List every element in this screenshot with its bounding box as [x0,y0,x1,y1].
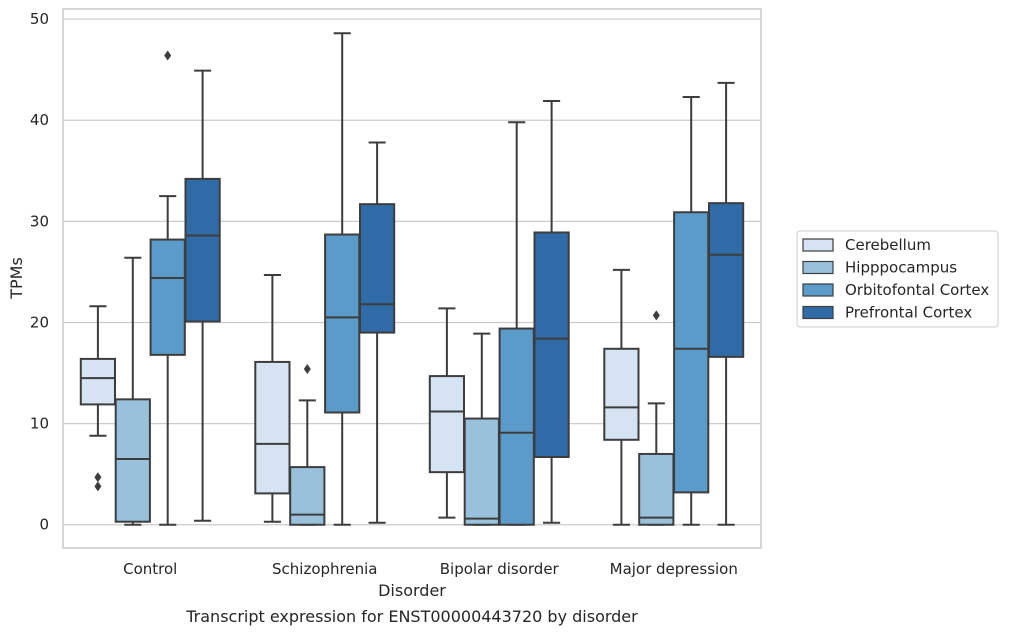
box-1-3 [638,310,675,526]
outlier-point-0 [303,364,311,375]
plot-frame [62,8,762,549]
box-3-3 [707,81,745,526]
box-1-2 [463,332,500,526]
box-iqr [254,360,291,495]
outlier-point-0 [164,50,172,61]
box-0-0 [79,305,117,492]
legend-label-0: Cerebellum [845,236,931,254]
box-iqr [324,233,361,414]
y-tick-label-20: 20 [30,313,49,331]
box-3-0 [184,69,221,522]
box-iqr [289,466,326,526]
box-3-2 [533,100,570,524]
box-iqr [79,357,117,406]
legend-frame [796,230,999,328]
box-iqr [707,202,745,358]
x-tick-label-2: Bipolar disorder [440,560,560,578]
box-iqr [533,231,570,458]
box-2-1 [324,32,361,526]
x-tick-label-3: Major depression [610,560,738,578]
box-0-2 [428,307,466,519]
box-2-0 [149,50,186,526]
legend-swatch-1 [802,260,834,275]
box-1-1 [289,364,326,526]
box-iqr [603,347,640,441]
legend-label-1: Hipppocampus [845,259,957,277]
outlier-point-1 [94,481,102,492]
legend: Cerebellum Hipppocampus Orbitofontal Corte… [796,230,999,328]
y-tick-label-30: 30 [30,212,49,230]
y-axis-ticks: 0 10 20 30 40 50 [30,10,49,534]
y-tick-label-40: 40 [30,111,49,129]
y-tick-label-0: 0 [39,516,49,534]
y-tick-label-50: 50 [30,10,49,28]
outlier-point-0 [94,472,102,483]
legend-label-2: Orbitofontal Cortex [845,281,989,299]
box-iqr [358,203,396,334]
box-iqr [114,398,151,523]
box-iqr [184,177,221,323]
box-iqr [638,452,675,526]
y-axis-label: TPMs [7,257,26,300]
box-1-0 [114,256,151,526]
chart-caption: Transcript expression for ENST0000044372… [185,607,638,626]
box-series [79,32,745,526]
legend-swatch-3 [802,305,834,320]
x-tick-label-1: Schizophrenia [272,560,377,578]
box-0-3 [603,268,640,526]
x-axis-label: Disorder [378,581,446,600]
box-3-1 [358,141,396,524]
box-iqr [673,211,710,494]
legend-swatch-0 [802,238,834,252]
box-iqr [428,375,466,474]
legend-swatch-2 [802,283,834,297]
outlier-point-0 [652,310,660,321]
x-tick-label-0: Control [123,560,177,578]
box-2-3 [673,95,710,526]
legend-label-3: Prefrontal Cortex [845,304,972,322]
box-iqr [498,327,535,526]
box-iqr [149,238,186,356]
box-2-2 [498,121,535,526]
box-0-1 [254,273,291,523]
box-iqr [463,417,500,526]
y-tick-label-10: 10 [30,415,49,433]
x-axis-ticks: Control Schizophrenia Bipolar disorder Majo… [123,560,738,578]
